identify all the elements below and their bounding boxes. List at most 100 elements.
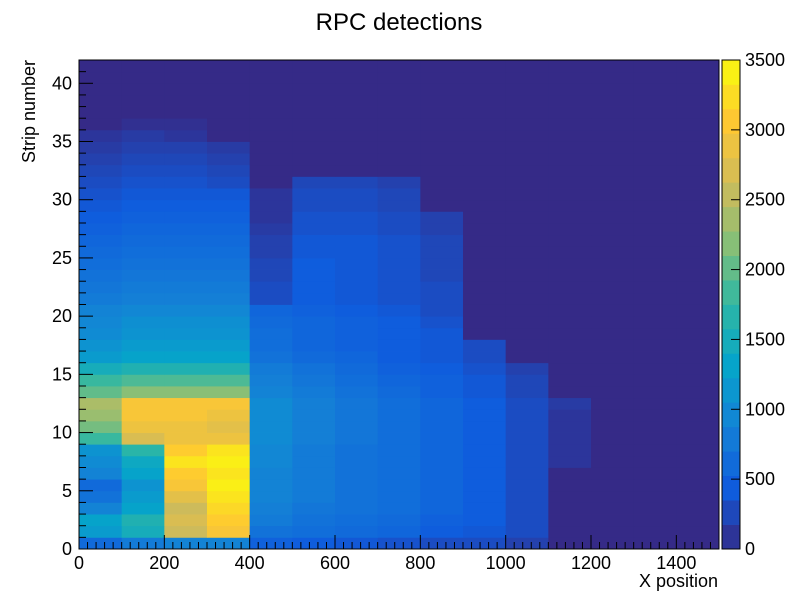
- heatmap-cell: [207, 304, 251, 317]
- heatmap-cell: [591, 71, 635, 84]
- heatmap-cell: [79, 106, 123, 119]
- heatmap-cell: [548, 339, 592, 352]
- heatmap-cell: [79, 351, 123, 364]
- heatmap-cell: [505, 537, 549, 550]
- heatmap-cell: [505, 327, 549, 340]
- heatmap-cell: [377, 432, 421, 445]
- heatmap-cell: [249, 257, 293, 270]
- heatmap-cell: [164, 444, 208, 457]
- heatmap-cell: [79, 479, 123, 492]
- heatmap-cell: [420, 339, 464, 352]
- heatmap-cell: [79, 525, 123, 538]
- heatmap-cell: [633, 490, 677, 503]
- heatmap-cell: [79, 281, 123, 294]
- heatmap-cell: [164, 199, 208, 212]
- heatmap-cell: [377, 153, 421, 166]
- heatmap-cell: [121, 490, 165, 503]
- heatmap-cell: [249, 141, 293, 154]
- heatmap-cell: [121, 374, 165, 387]
- heatmap-cell: [676, 211, 720, 224]
- heatmap-cell: [121, 223, 165, 236]
- heatmap-cell: [79, 118, 123, 131]
- heatmap-cell: [292, 386, 336, 399]
- heatmap-cell: [292, 234, 336, 247]
- heatmap-cell: [633, 199, 677, 212]
- heatmap-cell: [676, 129, 720, 142]
- heatmap-cell: [463, 60, 507, 73]
- heatmap-cell: [676, 327, 720, 340]
- y-tick-label: 5: [62, 481, 72, 501]
- heatmap-cell: [676, 386, 720, 399]
- heatmap-cell: [164, 71, 208, 84]
- heatmap-cell: [207, 420, 251, 433]
- colorbar-tick-label: 1500: [745, 329, 785, 349]
- heatmap-cell: [377, 129, 421, 142]
- heatmap-cell: [505, 502, 549, 515]
- heatmap-cell: [676, 490, 720, 503]
- heatmap-cell: [676, 292, 720, 305]
- heatmap-cell: [676, 467, 720, 480]
- heatmap-cell: [633, 502, 677, 515]
- heatmap-cell: [591, 455, 635, 468]
- heatmap-cell: [335, 234, 379, 247]
- x-tick-label: 600: [320, 553, 350, 573]
- colorbar-segment: [722, 280, 740, 305]
- heatmap-cell: [249, 374, 293, 387]
- heatmap-cell: [548, 455, 592, 468]
- heatmap-cell: [463, 351, 507, 364]
- heatmap-cell: [377, 327, 421, 340]
- heatmap-cell: [420, 327, 464, 340]
- heatmap-cell: [121, 269, 165, 282]
- heatmap-cell: [335, 432, 379, 445]
- heatmap-cell: [164, 94, 208, 107]
- heatmap-cell: [377, 118, 421, 131]
- heatmap-cell: [420, 525, 464, 538]
- heatmap-cell: [505, 479, 549, 492]
- heatmap-cell: [121, 467, 165, 480]
- heatmap-cell: [463, 304, 507, 317]
- heatmap-cell: [207, 281, 251, 294]
- heatmap-cell: [633, 374, 677, 387]
- heatmap-cell: [79, 141, 123, 154]
- heatmap-cell: [548, 106, 592, 119]
- heatmap-cell: [591, 153, 635, 166]
- heatmap-cell: [505, 409, 549, 422]
- heatmap-cell: [676, 60, 720, 73]
- heatmap-cell: [249, 409, 293, 422]
- heatmap-cell: [463, 106, 507, 119]
- heatmap-cell: [505, 281, 549, 294]
- heatmap-cell: [420, 106, 464, 119]
- heatmap-cell: [676, 94, 720, 107]
- heatmap-cell: [633, 304, 677, 317]
- heatmap-cell: [377, 467, 421, 480]
- heatmap-cell: [420, 444, 464, 457]
- heatmap-cell: [121, 304, 165, 317]
- heatmap-cell: [591, 502, 635, 515]
- heatmap-cell: [548, 188, 592, 201]
- heatmap-cell: [292, 141, 336, 154]
- heatmap-cell: [377, 176, 421, 189]
- heatmap-cell: [164, 420, 208, 433]
- heatmap-cell: [335, 316, 379, 329]
- colorbar-tick-label: 3500: [745, 50, 785, 70]
- heatmap-cell: [591, 304, 635, 317]
- heatmap-cell: [121, 176, 165, 189]
- heatmap-cell: [121, 386, 165, 399]
- heatmap-cell: [292, 467, 336, 480]
- heatmap-cell: [164, 479, 208, 492]
- heatmap-cell: [420, 467, 464, 480]
- heatmap-cell: [676, 316, 720, 329]
- x-tick-label: 800: [405, 553, 435, 573]
- heatmap-cell: [335, 83, 379, 96]
- heatmap-cell: [377, 106, 421, 119]
- heatmap-cell: [463, 211, 507, 224]
- heatmap-cell: [249, 351, 293, 364]
- heatmap-cell: [633, 234, 677, 247]
- heatmap-cell: [335, 444, 379, 457]
- heatmap-cell: [207, 246, 251, 259]
- heatmap-cell: [207, 118, 251, 131]
- heatmap-cell: [249, 327, 293, 340]
- heatmap-cell: [164, 490, 208, 503]
- heatmap-cell: [292, 106, 336, 119]
- heatmap-cell: [335, 362, 379, 375]
